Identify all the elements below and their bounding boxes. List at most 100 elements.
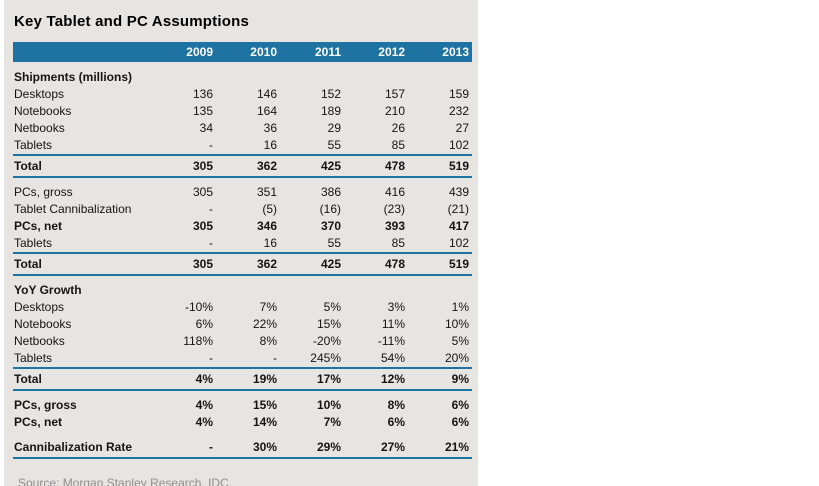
cell: 102 <box>448 138 469 152</box>
table-row: PCs, gross 305 351 386 416 439 <box>13 184 472 201</box>
row-label: Netbooks <box>14 334 65 348</box>
table-row: Desktops -10% 7% 5% 3% 1% <box>13 299 472 316</box>
exhibit-panel: Key Tablet and PC Assumptions 2009 2010 20… <box>4 0 478 486</box>
cell: 85 <box>391 236 405 250</box>
cell: 305 <box>152 154 216 178</box>
cell: 6% <box>195 317 213 331</box>
table-row: PCs, net 4% 14% 7% 6% 6% <box>13 414 472 431</box>
cell <box>344 62 408 86</box>
cell: (23) <box>383 202 405 216</box>
cell: 118% <box>183 334 213 348</box>
cell: -11% <box>377 334 405 348</box>
column-header-2009: 2009 <box>152 42 216 62</box>
row-label: Tablets <box>14 351 53 365</box>
column-header-2011: 2011 <box>280 42 344 62</box>
row-label: Tablets <box>14 138 53 152</box>
cell: - <box>209 138 213 152</box>
cell: 519 <box>408 154 472 178</box>
cell: 305 <box>192 219 213 233</box>
table-row: PCs, net 305 346 370 393 417 <box>13 218 472 235</box>
cell: 416 <box>384 185 405 199</box>
cell: 29% <box>280 437 344 459</box>
row-label: Tablet Cannibalization <box>14 202 132 216</box>
table-row: Netbooks 118% 8% -20% -11% 5% <box>13 333 472 350</box>
cell: 11% <box>381 317 405 331</box>
row-label: PCs, net <box>14 219 63 233</box>
cell: 36 <box>263 121 277 135</box>
table-row: YoY Growth <box>13 282 472 299</box>
table-row: Total 305 362 425 478 519 <box>13 154 472 178</box>
section-gap <box>13 275 472 282</box>
table-row: Tablets - 16 55 85 102 <box>13 137 472 155</box>
cell: 305 <box>192 185 213 199</box>
table-row: Notebooks 135 164 189 210 232 <box>13 103 472 120</box>
column-header-2010: 2010 <box>216 42 280 62</box>
table-row: Notebooks 6% 22% 15% 11% 10% <box>13 316 472 333</box>
row-label: Total <box>13 367 152 391</box>
cell: 14% <box>252 415 277 429</box>
cell <box>344 282 408 299</box>
table-row: Total 4% 19% 17% 12% 9% <box>13 367 472 391</box>
row-label: Total <box>13 154 152 178</box>
column-header-2013: 2013 <box>408 42 472 62</box>
cell: 4% <box>195 415 213 429</box>
table-row: Tablets - - 245% 54% 20% <box>13 350 472 368</box>
cell: (5) <box>262 202 277 216</box>
cell <box>280 282 344 299</box>
cell: 8% <box>259 334 277 348</box>
cell: - <box>209 202 213 216</box>
row-label: Notebooks <box>14 104 72 118</box>
cell: 146 <box>256 87 277 101</box>
cell: 21% <box>408 437 472 459</box>
cell: 6% <box>387 415 405 429</box>
table-row: Tablet Cannibalization - (5) (16) (23) (21) <box>13 201 472 218</box>
cell: 3% <box>387 300 405 314</box>
row-label: PCs, gross <box>14 185 73 199</box>
cell: 189 <box>320 104 341 118</box>
cell <box>408 62 472 86</box>
cell: 4% <box>152 367 216 391</box>
table-row: Desktops 136 146 152 157 159 <box>13 86 472 103</box>
cell: 6% <box>451 398 469 412</box>
cell: 135 <box>192 104 213 118</box>
header-label-cell <box>13 42 152 62</box>
cell: 27% <box>344 437 408 459</box>
cell: 478 <box>344 252 408 276</box>
cell: 164 <box>256 104 277 118</box>
cell: 85 <box>391 138 405 152</box>
cell: 29 <box>327 121 341 135</box>
cell: 136 <box>192 87 213 101</box>
cell: 245% <box>310 351 341 365</box>
cell <box>408 282 472 299</box>
source-note: Source: Morgan Stanley Research, IDC <box>18 476 229 486</box>
row-label: PCs, net <box>14 415 63 429</box>
cell: 362 <box>216 154 280 178</box>
cell <box>216 282 280 299</box>
row-label: Cannibalization Rate <box>13 437 152 459</box>
cell: 4% <box>195 398 213 412</box>
cell: - <box>209 236 213 250</box>
cell: 7% <box>323 415 341 429</box>
table-body: Shipments (millions) Desktops 136 146 152 157… <box>13 62 472 459</box>
header-row: 2009 2010 2011 2012 2013 <box>13 42 472 62</box>
cell: 102 <box>448 236 469 250</box>
row-label: Notebooks <box>14 317 72 331</box>
row-label: Netbooks <box>14 121 65 135</box>
cell: 55 <box>327 138 341 152</box>
cell: 19% <box>216 367 280 391</box>
cell: 5% <box>451 334 469 348</box>
row-label: PCs, gross <box>14 398 77 412</box>
table-row: Cannibalization Rate -30% 29% 27% 21% <box>13 437 472 459</box>
cell: 10% <box>316 398 341 412</box>
section-gap <box>13 177 472 184</box>
table-row: Shipments (millions) <box>13 62 472 86</box>
cell: 439 <box>448 185 469 199</box>
cell: 15% <box>252 398 277 412</box>
column-header-2012: 2012 <box>344 42 408 62</box>
row-label: Desktops <box>14 300 65 314</box>
row-label: Desktops <box>14 87 65 101</box>
cell: 10% <box>444 317 469 331</box>
cell: 386 <box>320 185 341 199</box>
cell: 12% <box>344 367 408 391</box>
cell: 8% <box>387 398 405 412</box>
